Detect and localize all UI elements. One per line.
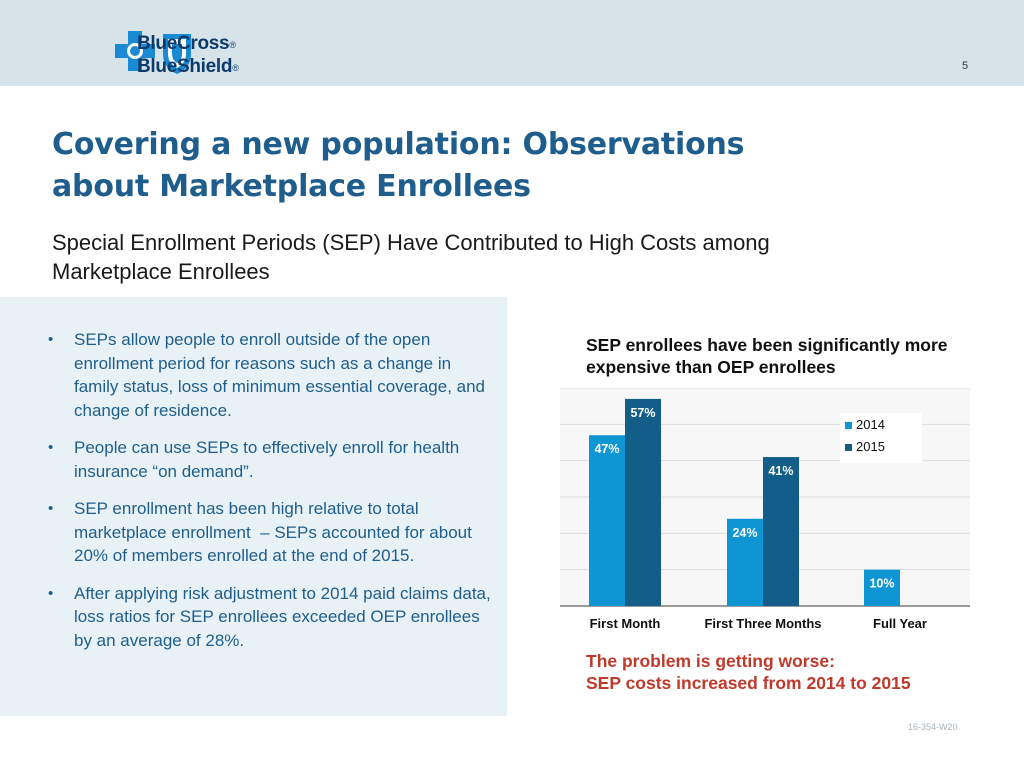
category-label: First Month bbox=[590, 616, 661, 631]
bar bbox=[589, 435, 625, 606]
page-subtitle-line-2: Marketplace Enrollees bbox=[52, 259, 270, 284]
logo-line-2: BlueShield bbox=[137, 56, 233, 77]
bullet-item: • SEP enrollment has been high relative t… bbox=[48, 497, 498, 568]
page-subtitle: Special Enrollment Periods (SEP) Have Co… bbox=[52, 228, 932, 286]
page-number: 5 bbox=[962, 60, 969, 72]
blue-cross-icon bbox=[115, 31, 155, 71]
legend-box bbox=[840, 413, 922, 463]
page-title: Covering a new population: Observations … bbox=[52, 124, 932, 208]
page-subtitle-line-1: Special Enrollment Periods (SEP) Have Co… bbox=[52, 230, 770, 255]
bar bbox=[763, 457, 799, 606]
footer-code: 16-354-W20 bbox=[908, 722, 958, 732]
bullet-list: • SEPs allow people to enroll outside of … bbox=[48, 328, 498, 666]
bullet-dot-icon: • bbox=[48, 439, 54, 456]
bullet-text: After applying risk adjustment to 2014 p… bbox=[74, 583, 491, 650]
logo-line-1: BlueCross bbox=[137, 33, 230, 54]
legend-swatch bbox=[845, 422, 852, 429]
blue-shield-icon bbox=[163, 34, 191, 74]
bullet-text: SEP enrollment has been high relative to… bbox=[74, 499, 472, 565]
problem-line-1: The problem is getting worse: bbox=[586, 651, 835, 671]
legend-swatch bbox=[845, 444, 852, 451]
legend-label: 2014 bbox=[856, 417, 885, 432]
data-label: 41% bbox=[768, 464, 793, 478]
bullet-item: • After applying risk adjustment to 2014 … bbox=[48, 582, 498, 653]
data-label: 57% bbox=[630, 406, 655, 420]
category-label: Full Year bbox=[873, 616, 927, 631]
bullet-item: • SEPs allow people to enroll outside of … bbox=[48, 328, 498, 422]
logo-text: BlueCross® BlueShield® bbox=[137, 33, 239, 77]
data-label: 10% bbox=[869, 577, 894, 591]
bullet-dot-icon: • bbox=[48, 331, 54, 348]
data-label: 24% bbox=[732, 526, 757, 540]
legend-label: 2015 bbox=[856, 439, 885, 454]
bullet-text: People can use SEPs to effectively enrol… bbox=[74, 438, 460, 481]
bar bbox=[864, 569, 900, 606]
bar bbox=[625, 398, 661, 606]
bar-chart: 47% 24% 10% 57% 41% First Month First Three Mo… bbox=[560, 388, 970, 631]
bullet-text: SEPs allow people to enroll outside of t… bbox=[74, 330, 486, 420]
bullet-panel bbox=[0, 297, 507, 716]
problem-callout: The problem is getting worse: SEP costs … bbox=[586, 650, 1006, 694]
bullet-dot-icon: • bbox=[48, 584, 54, 602]
bullet-item: • People can use SEPs to effectively enro… bbox=[48, 436, 498, 483]
problem-line-2: SEP costs increased from 2014 to 2015 bbox=[586, 673, 911, 693]
chart-title: SEP enrollees have been significantly mo… bbox=[586, 335, 948, 377]
bar bbox=[727, 518, 763, 606]
page-title-line-1: Covering a new population: Observations bbox=[52, 127, 745, 162]
page-title-line-2: about Marketplace Enrollees bbox=[52, 169, 531, 204]
data-label: 47% bbox=[594, 442, 619, 456]
category-label: First Three Months bbox=[704, 616, 821, 631]
bullet-dot-icon: • bbox=[48, 500, 54, 517]
header-bar: BlueCross® BlueShield® 5 bbox=[0, 0, 1024, 86]
bluecross-blueshield-logo bbox=[115, 31, 191, 74]
